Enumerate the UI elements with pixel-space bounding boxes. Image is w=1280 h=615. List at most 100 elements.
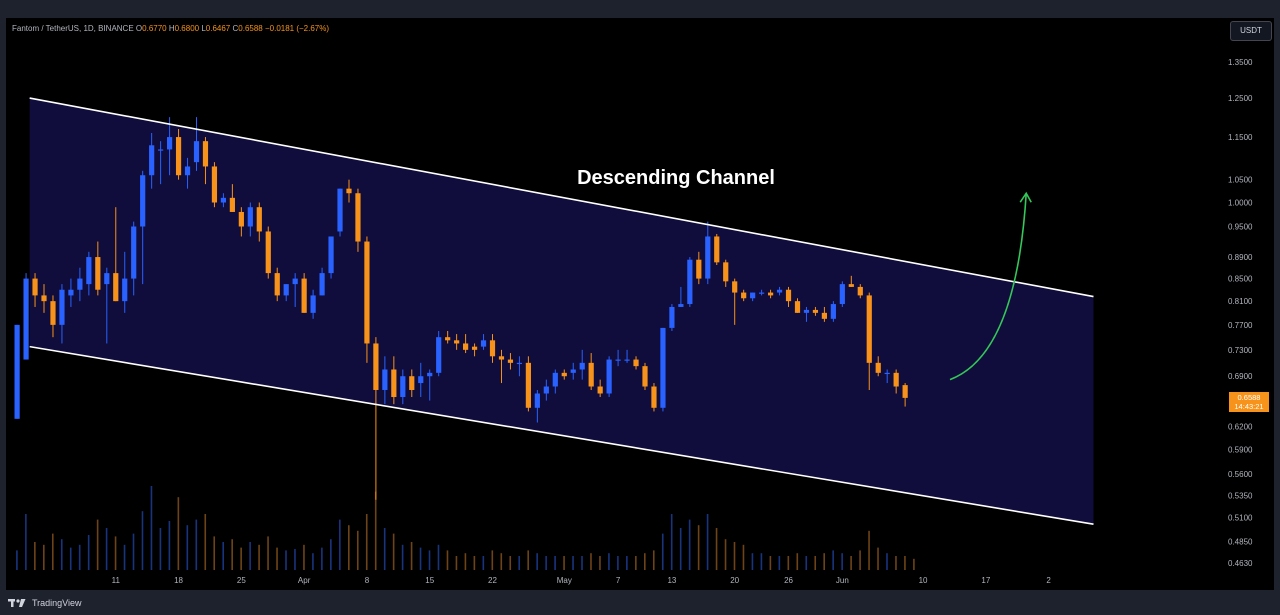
candle-body[interactable] <box>902 385 908 398</box>
candle-body[interactable] <box>723 262 729 282</box>
candle-body[interactable] <box>507 359 514 363</box>
candle-body[interactable] <box>480 340 487 347</box>
candle-body[interactable] <box>328 236 334 274</box>
candle-body[interactable] <box>131 226 137 279</box>
candle-body[interactable] <box>175 137 182 176</box>
candle-body[interactable] <box>633 359 639 367</box>
candle-body[interactable] <box>355 193 361 242</box>
candle-body[interactable] <box>166 137 173 150</box>
channel-lower-line[interactable] <box>29 345 1094 525</box>
green-up-arrow-icon[interactable] <box>949 193 1028 381</box>
candle-body[interactable] <box>516 362 523 365</box>
tradingview-logo[interactable]: TradingView <box>8 598 82 608</box>
candle-body[interactable] <box>113 273 119 302</box>
candle-body[interactable] <box>247 207 253 227</box>
candle-body[interactable] <box>193 141 200 163</box>
candle-body[interactable] <box>184 166 191 176</box>
candle-body[interactable] <box>471 346 478 350</box>
candle-body[interactable] <box>669 306 675 328</box>
candle-body[interactable] <box>265 231 271 274</box>
candle-body[interactable] <box>256 207 262 232</box>
candle-body[interactable] <box>409 376 415 390</box>
candle-body[interactable] <box>606 359 612 394</box>
candle-body[interactable] <box>570 369 576 373</box>
candle-body[interactable] <box>50 301 56 325</box>
candle-body[interactable] <box>543 386 549 394</box>
candle-body[interactable] <box>310 295 316 313</box>
candle-body[interactable] <box>642 366 648 387</box>
candle-body[interactable] <box>149 145 155 176</box>
candle-body[interactable] <box>382 369 388 390</box>
chart-pane[interactable]: Descending Channel 1.3500 1.2500 1.1500 1.0… <box>6 18 1274 590</box>
candle-body[interactable] <box>534 393 540 408</box>
candle-body[interactable] <box>140 175 146 227</box>
candle-body[interactable] <box>41 295 47 302</box>
candle-body[interactable] <box>525 362 531 408</box>
candle-body[interactable] <box>597 386 603 394</box>
candle-body[interactable] <box>346 188 352 194</box>
candle-body[interactable] <box>445 337 451 341</box>
candle-body[interactable] <box>77 278 83 290</box>
candle-body[interactable] <box>68 289 74 296</box>
candle-body[interactable] <box>687 259 693 305</box>
candle-body[interactable] <box>301 278 307 313</box>
candle-body[interactable] <box>283 284 289 296</box>
candle-body[interactable] <box>400 376 406 398</box>
candle-body[interactable] <box>158 149 164 151</box>
candle-body[interactable] <box>14 324 20 419</box>
candle-body[interactable] <box>95 257 101 290</box>
candle-body[interactable] <box>454 340 460 344</box>
candle-body[interactable] <box>436 337 442 373</box>
candle-body[interactable] <box>23 278 29 360</box>
candle-body[interactable] <box>373 343 379 390</box>
candle-body[interactable] <box>830 304 836 319</box>
candle-body[interactable] <box>238 211 244 227</box>
candle-body[interactable] <box>785 289 792 302</box>
candle-body[interactable] <box>803 309 810 313</box>
symbol-legend[interactable]: Fantom / TetherUS, 1D, BINANCE O0.6770 H… <box>12 24 329 33</box>
candle-body[interactable] <box>750 292 756 299</box>
candle-body[interactable] <box>418 376 424 384</box>
candle-body[interactable] <box>884 372 890 375</box>
candle-body[interactable] <box>202 141 209 167</box>
candle-body[interactable] <box>660 327 666 408</box>
candle-body[interactable] <box>319 273 325 296</box>
candle-body[interactable] <box>337 188 343 232</box>
candle-body[interactable] <box>292 278 298 285</box>
candle-body[interactable] <box>866 295 872 363</box>
annotation-descending-channel[interactable]: Descending Channel <box>577 167 775 189</box>
candle-body[interactable] <box>875 362 881 373</box>
candle-body[interactable] <box>561 372 567 377</box>
candle-body[interactable] <box>714 236 720 263</box>
candle-body[interactable] <box>588 362 594 387</box>
candle-body[interactable] <box>59 289 65 325</box>
candle-body[interactable] <box>848 284 854 287</box>
candle-body[interactable] <box>741 292 747 299</box>
candle-body[interactable] <box>705 236 711 279</box>
candle-body[interactable] <box>364 241 370 344</box>
candle-body[interactable] <box>893 372 899 387</box>
candle-body[interactable] <box>624 359 630 361</box>
candle-body[interactable] <box>857 286 863 296</box>
candle-body[interactable] <box>463 343 469 350</box>
candle-body[interactable] <box>696 259 702 279</box>
candle-body[interactable] <box>274 273 280 296</box>
candle-body[interactable] <box>839 284 845 305</box>
candle-body[interactable] <box>498 356 505 360</box>
candle-body[interactable] <box>767 292 774 296</box>
candle-body[interactable] <box>489 340 496 357</box>
candle-body[interactable] <box>104 273 110 285</box>
candle-body[interactable] <box>427 372 433 377</box>
currency-button[interactable]: USDT <box>1230 21 1272 41</box>
candle-body[interactable] <box>794 301 801 313</box>
candle-body[interactable] <box>229 197 235 212</box>
candle-body[interactable] <box>552 372 558 387</box>
candle-body[interactable] <box>678 304 684 307</box>
candle-body[interactable] <box>220 197 227 203</box>
candle-body[interactable] <box>651 386 657 408</box>
candle-body[interactable] <box>122 278 128 302</box>
candle-body[interactable] <box>821 312 827 319</box>
channel-upper-line[interactable] <box>29 97 1094 298</box>
candle-body[interactable] <box>615 359 621 361</box>
candle-body[interactable] <box>732 281 738 293</box>
